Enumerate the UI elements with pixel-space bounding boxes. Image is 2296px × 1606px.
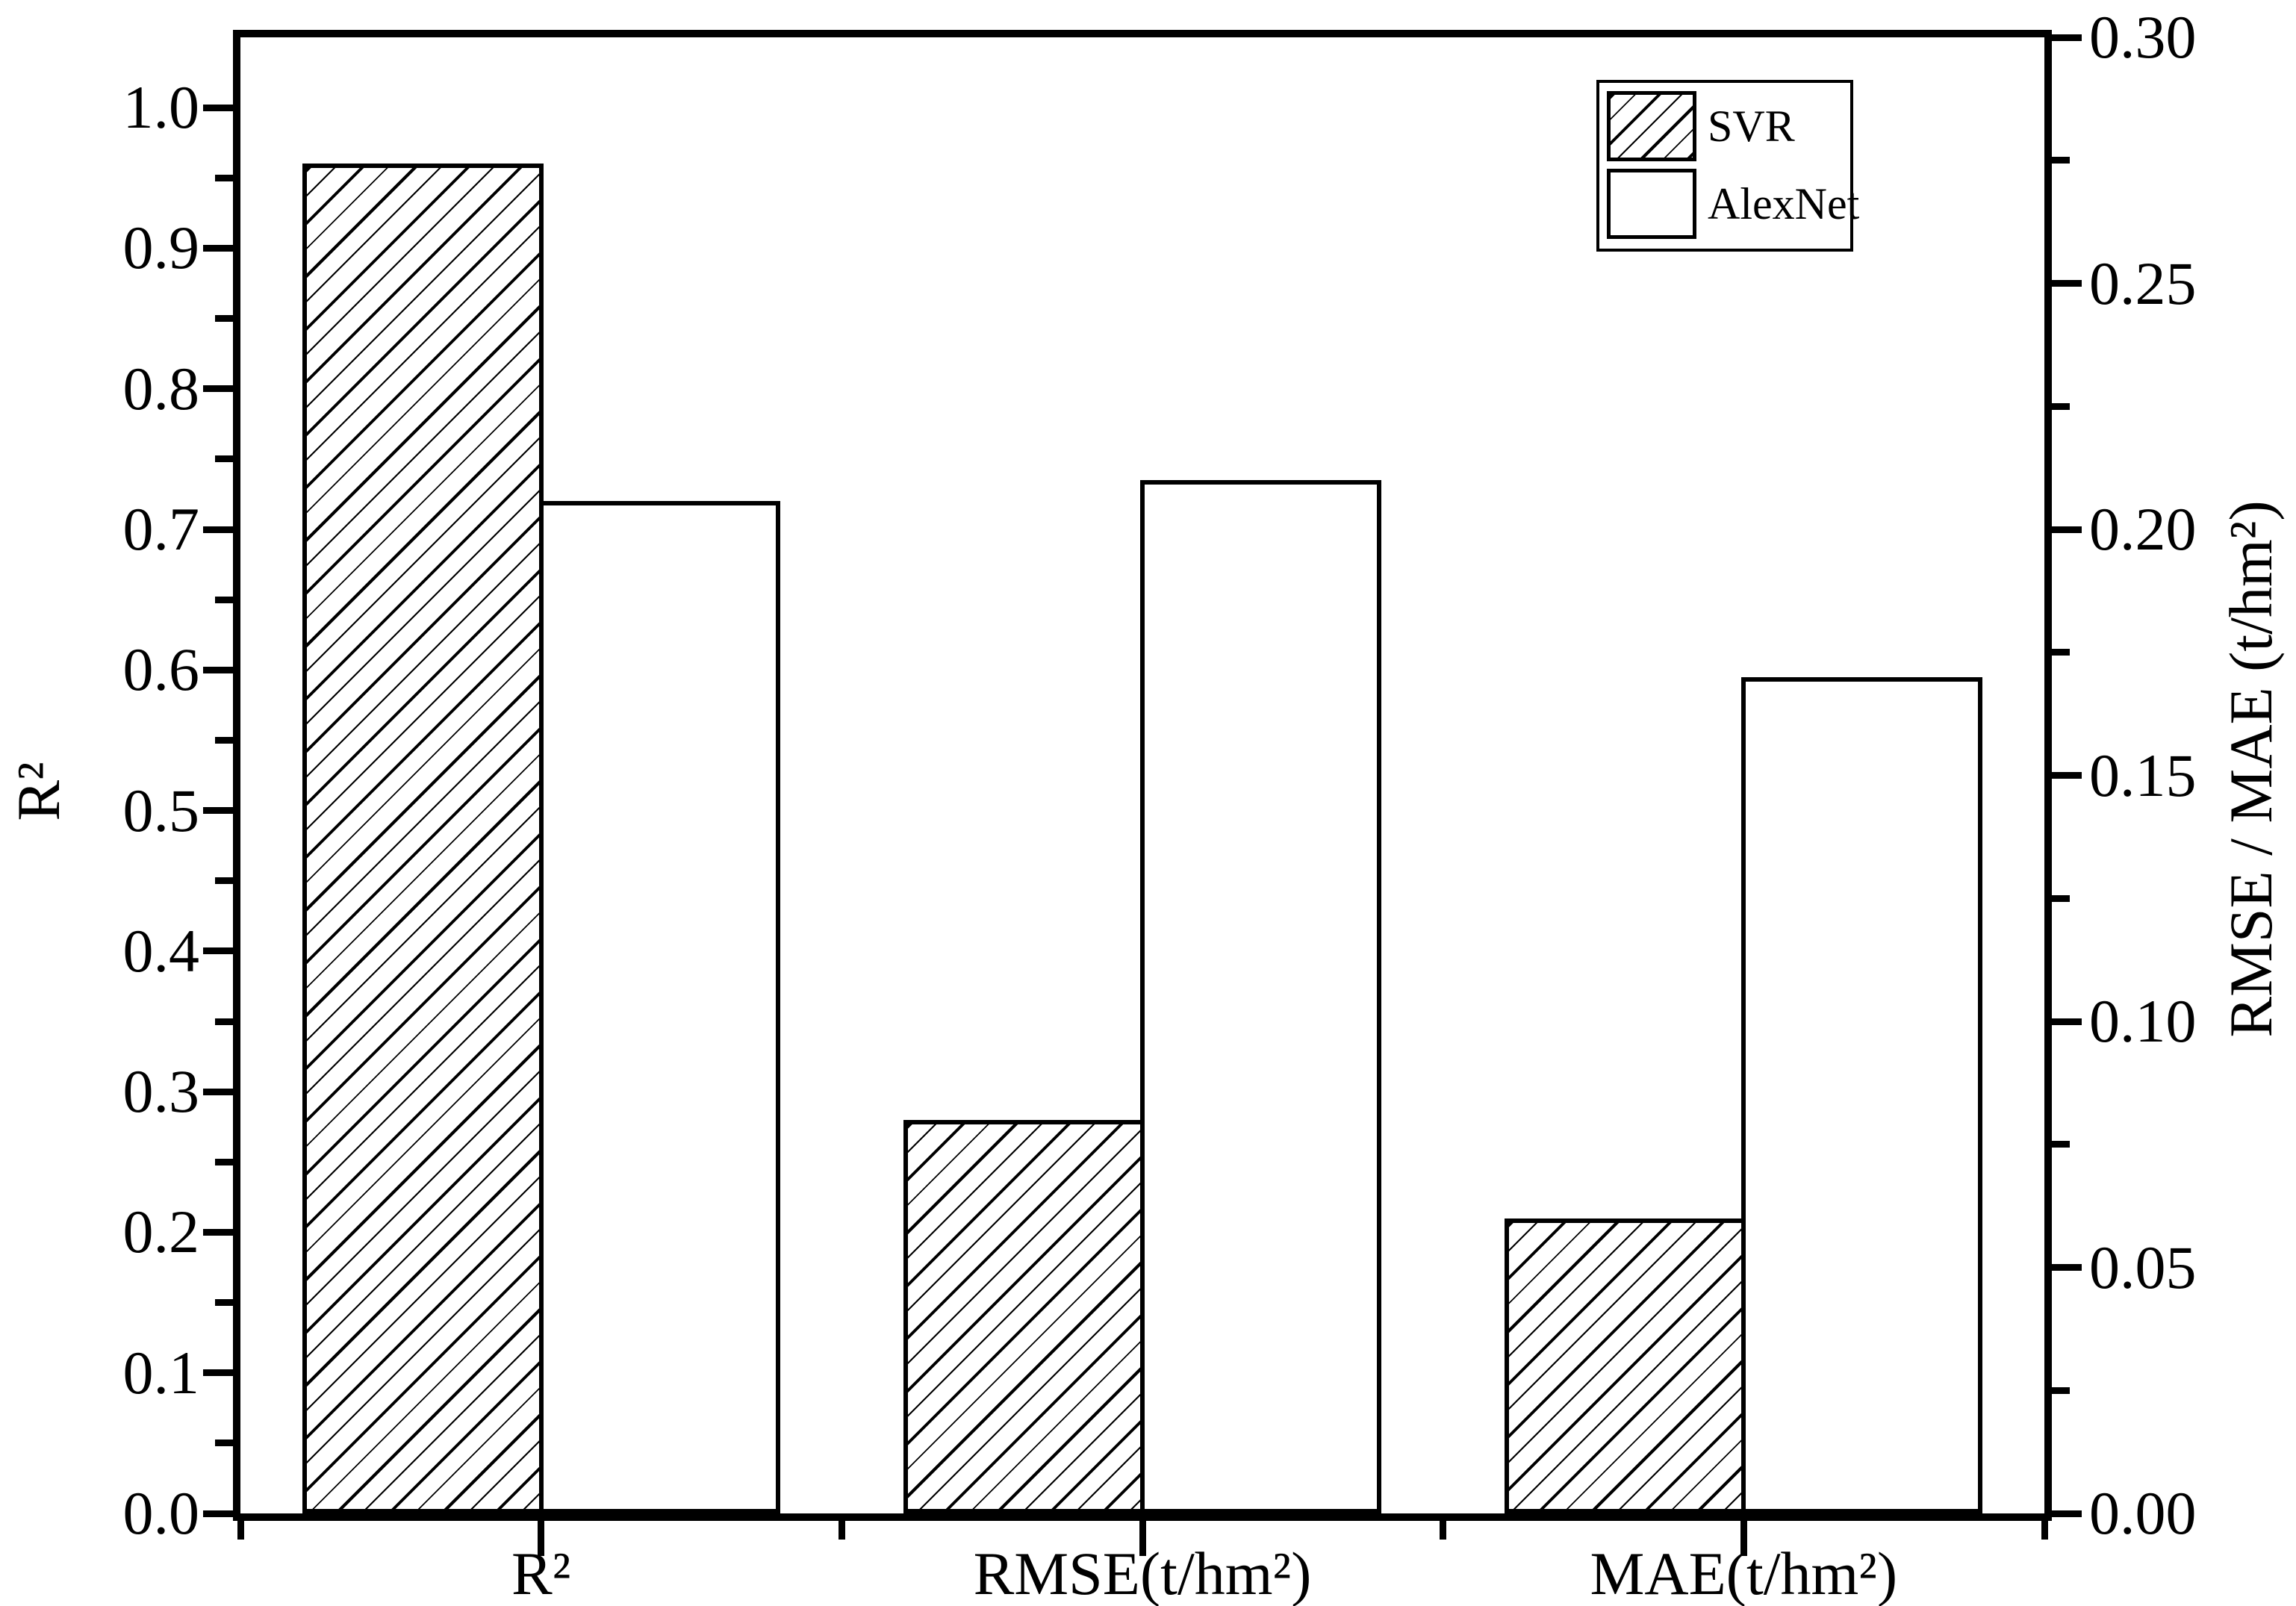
left-axis-tick-label: 0.2: [122, 1198, 200, 1266]
left-axis-major-tick: [203, 666, 240, 673]
right-axis-tick-label: 0.25: [2089, 249, 2197, 317]
right-axis-major-tick: [2044, 772, 2082, 779]
left-axis-tick-label: 0.9: [122, 214, 200, 282]
left-axis-major-tick: [203, 947, 240, 955]
right-axis-major-tick: [2044, 1264, 2082, 1271]
x-axis-category-label-r: R²: [511, 1540, 571, 1606]
left-axis-minor-tick: [215, 1158, 240, 1165]
x-axis-major-tick: [538, 1513, 545, 1556]
left-axis-minor-tick: [215, 877, 240, 885]
x-axis-category-label-mae-t-hm: MAE(t/hm²): [1590, 1540, 1898, 1606]
right-axis-minor-tick: [2044, 649, 2070, 656]
left-axis-tick-label: 0.1: [122, 1338, 200, 1407]
right-axis-minor-tick: [2044, 1386, 2070, 1394]
bar-svr-r: [302, 164, 544, 1513]
left-axis-tick-label: 0.7: [122, 495, 200, 563]
x-axis-minor-tick: [2041, 1513, 2048, 1540]
legend: SVR AlexNet: [1596, 80, 1859, 252]
left-axis-tick-label: 0.0: [122, 1479, 200, 1547]
right-axis-tick-label: 0.20: [2089, 495, 2197, 563]
left-axis-tick-label: 0.6: [122, 635, 200, 704]
right-axis-major-tick: [2044, 1018, 2082, 1025]
right-axis-minor-tick: [2044, 894, 2070, 902]
bar-alexnet-mae-t-hm: [1741, 677, 1983, 1513]
left-axis-major-tick: [203, 1228, 240, 1236]
x-axis-major-tick: [1740, 1513, 1747, 1556]
x-axis-minor-tick: [237, 1513, 244, 1540]
bar-svr-rmse-t-hm: [903, 1120, 1145, 1513]
left-axis-tick-label: 0.4: [122, 916, 200, 985]
right-axis-tick-label: 0.30: [2089, 3, 2197, 71]
left-axis-tick-label: 1.0: [122, 73, 200, 142]
x-axis-minor-tick: [838, 1513, 845, 1540]
left-axis-tick-label: 0.8: [122, 354, 200, 423]
left-axis-minor-tick: [215, 455, 240, 463]
x-axis-major-tick: [1139, 1513, 1146, 1556]
left-axis-major-tick: [203, 1369, 240, 1377]
left-axis-minor-tick: [215, 1299, 240, 1307]
right-axis-major-tick: [2044, 1510, 2082, 1517]
left-axis-major-tick: [203, 1510, 240, 1517]
legend-label-alexnet: AlexNet: [1708, 179, 1860, 228]
left-axis-major-tick: [203, 526, 240, 533]
legend-swatch-alexnet: [1607, 169, 1696, 239]
right-axis-tick-label: 0.15: [2089, 741, 2197, 809]
right-axis-major-tick: [2044, 526, 2082, 533]
left-axis-minor-tick: [215, 1440, 240, 1447]
left-axis-minor-tick: [215, 596, 240, 603]
right-axis-minor-tick: [2044, 1141, 2070, 1148]
left-axis-major-tick: [203, 385, 240, 393]
left-axis-major-tick: [203, 807, 240, 815]
bar-alexnet-rmse-t-hm: [1140, 480, 1381, 1513]
right-axis-major-tick: [2044, 34, 2082, 41]
left-axis-major-tick: [203, 244, 240, 252]
left-axis-minor-tick: [215, 315, 240, 323]
bar-alexnet-r: [538, 501, 780, 1513]
left-axis-major-tick: [203, 104, 240, 111]
left-axis-minor-tick: [215, 736, 240, 744]
right-axis-minor-tick: [2044, 402, 2070, 410]
left-axis-minor-tick: [215, 174, 240, 181]
bar-svr-mae-t-hm: [1505, 1218, 1746, 1513]
right-axis-tick-label: 0.10: [2089, 987, 2197, 1055]
legend-label-svr: SVR: [1708, 102, 1795, 151]
right-axis-minor-tick: [2044, 157, 2070, 164]
left-axis-tick-label: 0.3: [122, 1057, 200, 1126]
x-axis-category-label-rmse-t-hm: RMSE(t/hm²): [973, 1540, 1312, 1606]
left-axis-tick-label: 0.5: [122, 776, 200, 844]
right-axis-tick-label: 0.05: [2089, 1233, 2197, 1301]
left-axis-major-tick: [203, 1088, 240, 1095]
right-axis-major-tick: [2044, 280, 2082, 287]
x-axis-minor-tick: [1440, 1513, 1447, 1540]
right-axis-tick-label: 0.00: [2089, 1479, 2197, 1547]
left-axis-minor-tick: [215, 1018, 240, 1025]
plot-area: [233, 30, 2052, 1521]
legend-swatch-svr: [1607, 91, 1696, 161]
